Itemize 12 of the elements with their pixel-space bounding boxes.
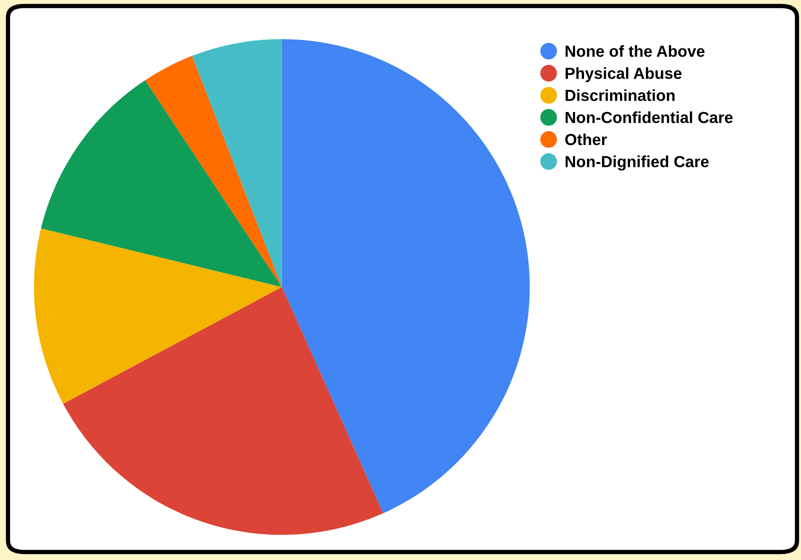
legend-label: None of the Above — [566, 45, 705, 57]
legend-label: Physical Abuse — [566, 67, 682, 82]
pie-slice — [34, 228, 282, 404]
pie-slice — [40, 80, 282, 287]
pie-slice — [145, 56, 282, 287]
legend-label: Non-Dignified Care — [566, 156, 709, 171]
legend-label: Non-Confidential Care — [566, 111, 733, 124]
pie-slice — [63, 287, 384, 535]
legend-label: Discrimination — [566, 89, 675, 102]
pie-slice — [192, 39, 282, 287]
pie-slice — [282, 39, 530, 514]
legend-label: Other — [565, 133, 607, 146]
